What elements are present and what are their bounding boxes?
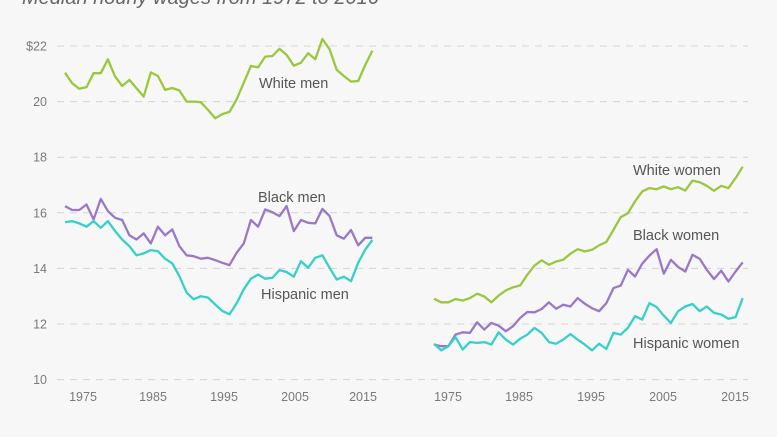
y-tick-label: 12 <box>33 318 47 332</box>
series-line-white-men <box>64 37 374 120</box>
x-tick-label: 2015 <box>349 390 377 404</box>
x-tick-label: 1995 <box>210 390 238 404</box>
x-tick-label: 1985 <box>139 390 167 404</box>
x-tick-label: 2015 <box>721 390 749 404</box>
x-tick-label: 1975 <box>69 390 97 404</box>
y-tick-label: 18 <box>33 151 47 165</box>
y-tick-label: 10 <box>33 373 47 387</box>
series-label: White women <box>633 163 721 179</box>
series-label: Black women <box>633 228 719 244</box>
chart-subtitle: Median hourly wages from 1972 to 2016 <box>22 0 379 10</box>
series-line-black-men <box>64 197 373 267</box>
series-line-white-women <box>433 166 744 304</box>
x-tick-label: 1975 <box>434 390 462 404</box>
series-line-hispanic-men <box>64 219 374 316</box>
x-tick-label: 1985 <box>505 390 533 404</box>
series-label: Hispanic men <box>261 287 349 303</box>
x-tick-label: 2005 <box>281 390 309 404</box>
series-label: Black men <box>258 190 326 206</box>
y-tick-label: 14 <box>33 262 47 276</box>
y-tick-label: 16 <box>33 206 47 220</box>
series-label: White men <box>259 76 328 92</box>
series-line-hispanic-women <box>433 297 744 352</box>
y-tick-label: $22 <box>26 40 47 54</box>
series-label: Hispanic women <box>633 336 739 352</box>
series-line-black-women <box>433 248 744 348</box>
y-tick-label: 20 <box>33 95 47 109</box>
x-tick-label: 2005 <box>649 390 677 404</box>
x-tick-label: 1995 <box>577 390 605 404</box>
